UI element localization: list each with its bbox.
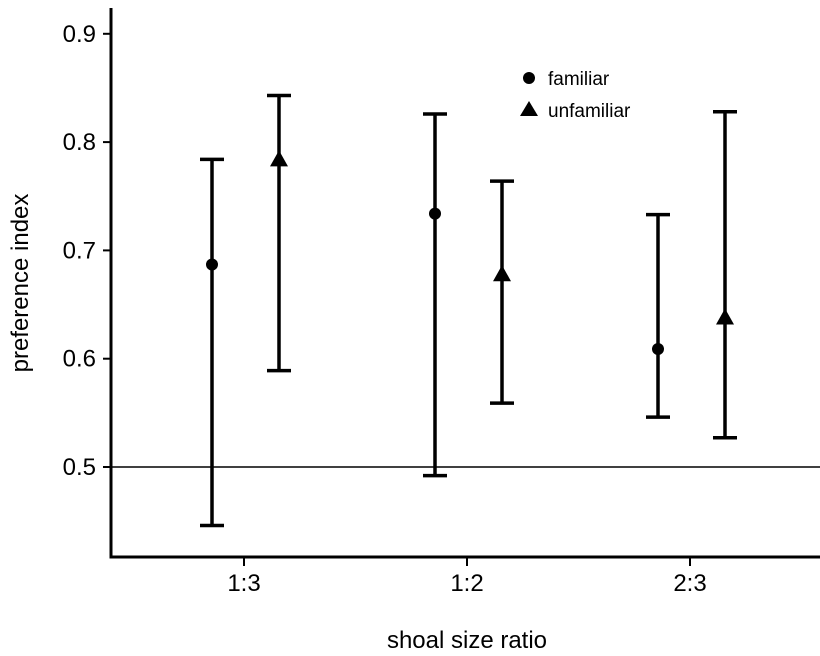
- x-tick-label: 1:3: [227, 570, 260, 597]
- data-point-unfamiliar: [270, 150, 288, 167]
- y-tick-label: 0.7: [63, 237, 96, 264]
- legend-marker-familiar: [523, 72, 535, 84]
- y-tick-label: 0.5: [63, 454, 96, 481]
- data-point-familiar: [206, 258, 218, 271]
- y-axis-ticks: 0.5 0.6 0.7 0.8 0.9: [63, 21, 111, 481]
- legend-label-unfamiliar: unfamiliar: [548, 101, 631, 122]
- x-axis-ticks: 1:3 1:2 2:3: [227, 557, 707, 597]
- plot-area: [111, 93, 820, 528]
- legend-label-familiar: familiar: [548, 69, 610, 90]
- data-point-unfamiliar: [716, 308, 734, 325]
- x-tick-label: 1:2: [450, 570, 483, 597]
- y-axis-title: preference index: [7, 194, 34, 373]
- x-tick-label: 2:3: [673, 570, 706, 597]
- y-tick-label: 0.8: [63, 129, 96, 156]
- data-point-familiar: [429, 207, 441, 220]
- y-tick-label: 0.6: [63, 346, 96, 373]
- legend: familiar unfamiliar: [520, 69, 631, 122]
- data-point-unfamiliar: [493, 265, 511, 282]
- legend-marker-unfamiliar: [520, 101, 538, 116]
- data-point-familiar: [652, 342, 664, 355]
- y-tick-label: 0.9: [63, 21, 96, 48]
- x-axis-title: shoal size ratio: [387, 627, 547, 654]
